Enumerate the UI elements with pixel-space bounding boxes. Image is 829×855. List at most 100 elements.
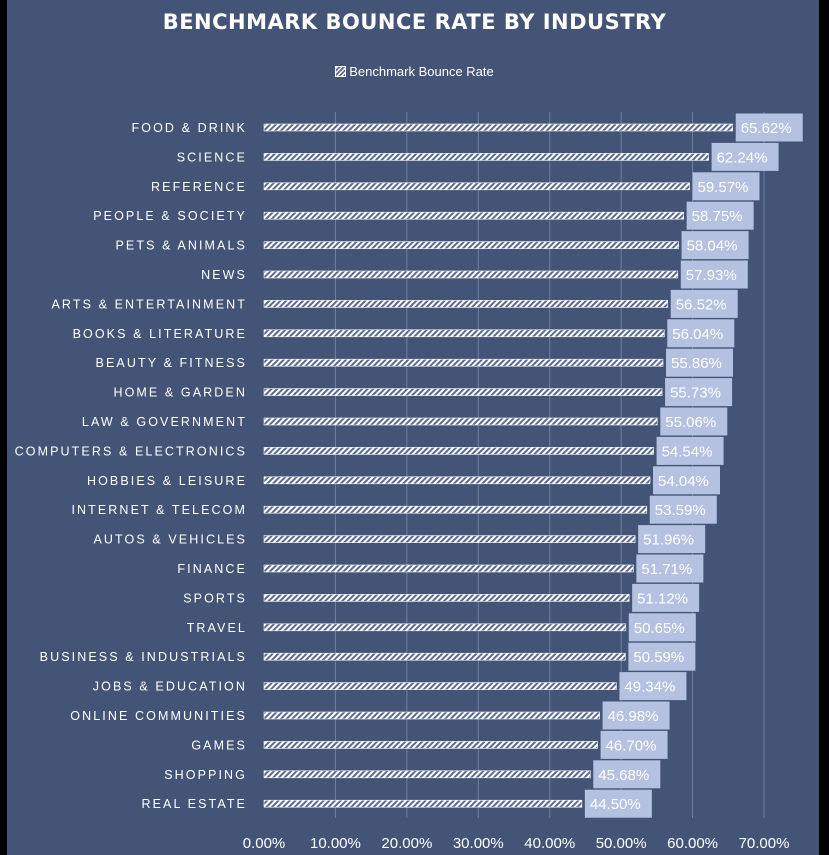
category-label: TRAVEL bbox=[187, 621, 247, 635]
data-label: 54.04% bbox=[658, 473, 709, 490]
bar bbox=[263, 652, 626, 661]
category-label: SHOPPING bbox=[164, 768, 247, 782]
x-tick-label: 10.00% bbox=[310, 835, 361, 852]
bar bbox=[263, 741, 598, 749]
category-label: ONLINE COMMUNITIES bbox=[70, 709, 247, 723]
x-tick-label: 40.00% bbox=[524, 835, 575, 852]
bar bbox=[263, 417, 658, 426]
data-label-box bbox=[653, 466, 721, 495]
bar bbox=[263, 505, 648, 514]
bar bbox=[263, 535, 636, 543]
data-label: 55.06% bbox=[665, 414, 716, 431]
data-label-box bbox=[711, 142, 779, 171]
x-tick-label: 30.00% bbox=[453, 835, 504, 852]
data-label: 49.34% bbox=[624, 679, 675, 696]
data-label: 55.86% bbox=[671, 355, 722, 372]
category-labels: FOOD & DRINK SCIENCE REFERENCE PEOPLE & SOC… bbox=[15, 121, 247, 811]
data-label-box bbox=[692, 172, 760, 201]
bar bbox=[263, 682, 617, 690]
data-label-box bbox=[632, 583, 700, 612]
category-label: BUSINESS & INDUSTRIALS bbox=[40, 650, 247, 664]
bar bbox=[263, 329, 665, 338]
category-label: JOBS & EDUCATION bbox=[93, 680, 247, 694]
data-label-box bbox=[600, 730, 668, 759]
bars bbox=[263, 123, 734, 808]
category-label: BEAUTY & FITNESS bbox=[96, 356, 247, 370]
legend: Benchmark Bounce Rate bbox=[0, 64, 829, 79]
bar bbox=[263, 564, 634, 573]
category-label: BOOKS & LITERATURE bbox=[73, 327, 247, 341]
x-tick-label: 50.00% bbox=[596, 835, 647, 852]
gridlines bbox=[334, 112, 765, 818]
bar bbox=[263, 123, 734, 132]
data-label-box bbox=[656, 436, 724, 465]
data-label: 54.54% bbox=[662, 443, 713, 460]
category-label: COMPUTERS & ELECTRONICS bbox=[15, 444, 247, 458]
data-label: 46.98% bbox=[608, 708, 659, 725]
bar bbox=[263, 270, 679, 279]
bar bbox=[263, 594, 630, 602]
data-label: 51.12% bbox=[637, 590, 688, 607]
x-tick-label: 0.00% bbox=[243, 835, 286, 852]
data-label: 56.52% bbox=[676, 296, 727, 313]
bar bbox=[263, 358, 664, 367]
data-label-box bbox=[584, 789, 652, 818]
data-label: 50.65% bbox=[634, 620, 685, 637]
category-label: LAW & GOVERNMENT bbox=[82, 415, 247, 429]
bar bbox=[263, 623, 627, 632]
data-label-box bbox=[735, 113, 803, 142]
bar bbox=[263, 241, 679, 249]
category-label: GAMES bbox=[191, 738, 247, 752]
data-label: 51.71% bbox=[641, 561, 692, 578]
data-label: 45.68% bbox=[598, 767, 649, 784]
category-label: NEWS bbox=[201, 268, 247, 282]
category-label: SPORTS bbox=[183, 591, 247, 605]
data-label-box bbox=[681, 231, 749, 260]
data-label-box bbox=[660, 407, 728, 436]
data-label: 58.04% bbox=[687, 238, 738, 255]
bar bbox=[263, 711, 600, 720]
data-label-box bbox=[665, 378, 733, 407]
data-label-box bbox=[686, 201, 754, 230]
category-label: SCIENCE bbox=[177, 150, 247, 164]
category-label: HOBBIES & LEISURE bbox=[87, 474, 247, 488]
category-label: HOME & GARDEN bbox=[113, 386, 247, 400]
data-label: 55.73% bbox=[670, 385, 721, 402]
data-label: 57.93% bbox=[686, 267, 737, 284]
data-label-box bbox=[638, 525, 706, 554]
data-label: 59.57% bbox=[698, 179, 749, 196]
category-label: REAL ESTATE bbox=[141, 797, 247, 811]
category-label: REFERENCE bbox=[151, 180, 247, 194]
data-label: 56.04% bbox=[672, 326, 723, 343]
data-label: 44.50% bbox=[590, 796, 641, 813]
bar bbox=[263, 476, 651, 485]
x-tick-label: 20.00% bbox=[381, 835, 432, 852]
data-label-box bbox=[602, 701, 670, 730]
x-tick-label: 60.00% bbox=[667, 835, 718, 852]
data-label-box bbox=[628, 613, 696, 642]
data-label: 51.96% bbox=[643, 532, 694, 549]
data-label-box bbox=[636, 554, 704, 583]
data-labels: 65.62% 62.24% 59.57% 58.75% 58.04% 57.93% 56.5… bbox=[584, 113, 803, 818]
x-axis-tick-labels: 0.00% 10.00% 20.00% 30.00% 40.00% 50.00% 60.00… bbox=[243, 835, 790, 852]
bar bbox=[263, 447, 654, 455]
bar bbox=[263, 770, 591, 779]
bar bbox=[263, 182, 690, 191]
bar bbox=[263, 300, 669, 308]
bar bbox=[263, 211, 684, 220]
legend-label: Benchmark Bounce Rate bbox=[349, 64, 494, 79]
category-label: PEOPLE & SOCIETY bbox=[93, 209, 247, 223]
data-label-box bbox=[670, 289, 738, 318]
data-label-box bbox=[667, 319, 735, 348]
data-label-box bbox=[593, 760, 661, 789]
data-label-box bbox=[628, 642, 696, 671]
bar bbox=[263, 799, 583, 808]
bar bbox=[263, 388, 663, 396]
data-label-box bbox=[619, 672, 687, 701]
category-label: AUTOS & VEHICLES bbox=[93, 533, 247, 547]
data-label: 53.59% bbox=[655, 502, 706, 519]
data-label: 50.59% bbox=[633, 649, 684, 666]
data-label-box bbox=[666, 348, 734, 377]
